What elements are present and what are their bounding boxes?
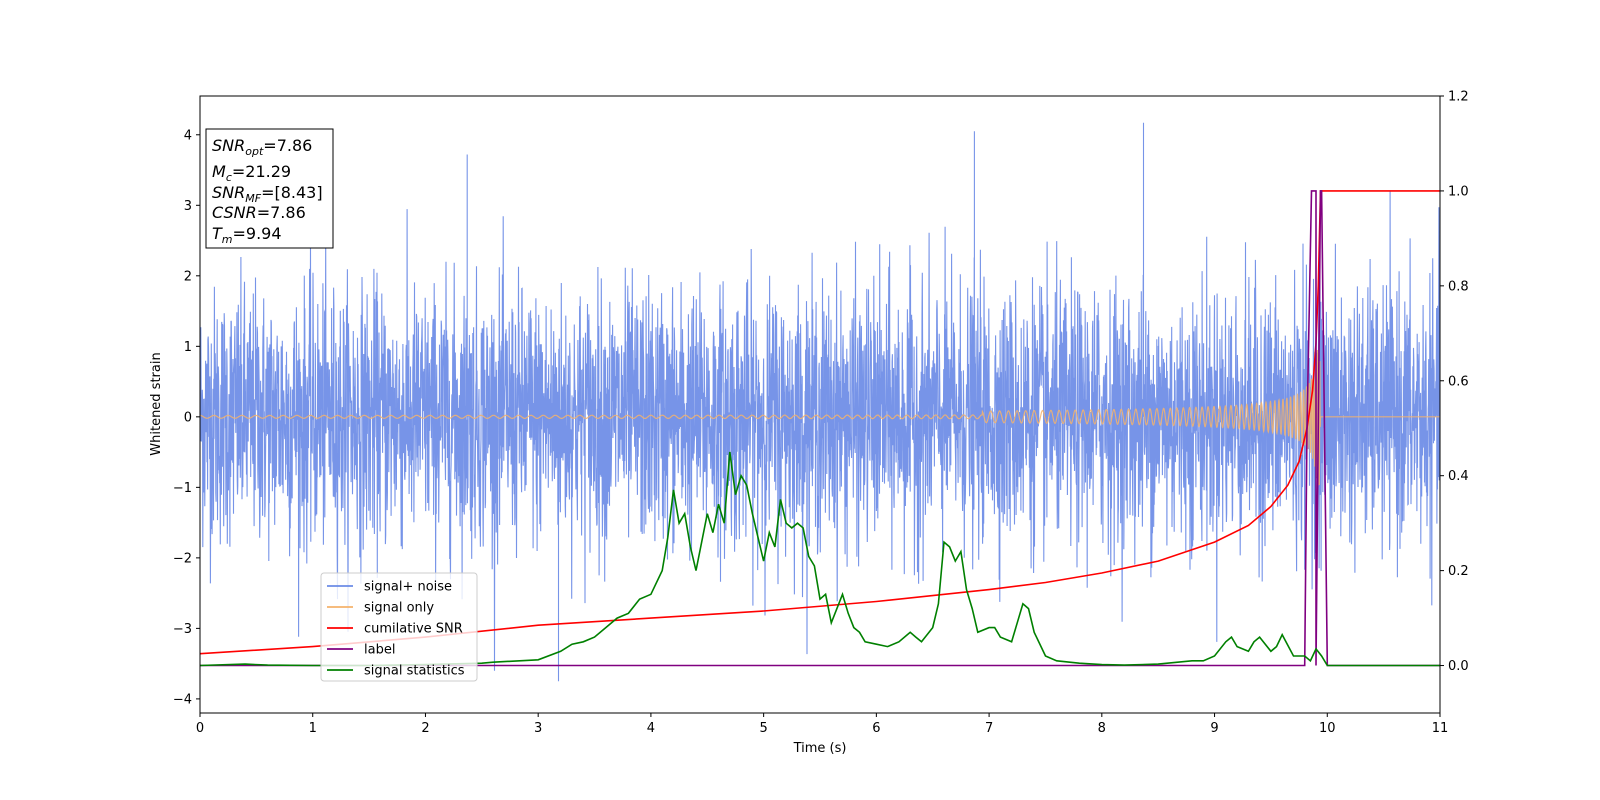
info-mc-sub: c xyxy=(226,171,232,184)
x-axis-label: Time (s) xyxy=(793,741,847,756)
y2-tick-label: 0.8 xyxy=(1448,279,1469,294)
info-csnr: CSNR=7.86 xyxy=(212,203,306,222)
info-snr-mf-base: SNR xyxy=(212,183,245,202)
y-tick-label: 0 xyxy=(184,410,192,425)
x-tick-label: 1 xyxy=(309,721,317,736)
signal-noise-line xyxy=(200,122,1440,682)
x-tick-label: 3 xyxy=(534,721,542,736)
info-tm-base: T xyxy=(212,224,223,243)
signal-only-series xyxy=(200,349,1440,487)
info-snr-opt-base: SNR xyxy=(212,136,245,155)
x-tick-label: 10 xyxy=(1319,721,1336,736)
info-snr-opt-value: =7.86 xyxy=(263,136,312,155)
info-mc-base: M xyxy=(212,162,226,181)
info-snr-opt-sub: opt xyxy=(245,145,264,158)
info-mc: Mc=21.29 xyxy=(212,162,291,184)
x-tick-label: 4 xyxy=(647,721,655,736)
x-tick-label: 11 xyxy=(1432,721,1449,736)
x-tick-label: 6 xyxy=(872,721,880,736)
y-tick-label: 1 xyxy=(184,340,192,355)
x-tick-label: 2 xyxy=(421,721,429,736)
y-tick-label: 2 xyxy=(184,269,192,284)
plot-frame xyxy=(199,95,1441,714)
y-axis-right: 0.0 0.2 0.4 0.6 0.8 1.0 1.2 xyxy=(1440,90,1469,674)
info-mc-value: =21.29 xyxy=(232,162,291,181)
y2-tick-label: 0.0 xyxy=(1448,659,1469,674)
info-snr-mf: SNRMF=[8.43] xyxy=(212,183,323,205)
legend-label: signal statistics xyxy=(364,664,465,679)
x-tick-label: 0 xyxy=(196,721,204,736)
legend-label: signal+ noise xyxy=(364,580,452,595)
signal-only-line xyxy=(200,349,1440,487)
info-snr-opt: SNRopt=7.86 xyxy=(212,136,312,158)
y-axis-label: Whitened strain xyxy=(149,352,164,455)
y-axis-left: −4 −3 −2 −1 0 1 2 3 4 xyxy=(173,128,200,707)
info-tm: Tm=9.94 xyxy=(212,224,282,246)
label-line xyxy=(200,190,1440,667)
legend-label: cumilative SNR xyxy=(364,622,463,637)
y-tick-label: −4 xyxy=(173,692,192,707)
y2-tick-label: 0.6 xyxy=(1448,374,1469,389)
y-tick-label: −2 xyxy=(173,551,192,566)
legend-label: label xyxy=(364,643,395,658)
info-snr-mf-value: =[8.43] xyxy=(261,183,323,202)
y2-tick-label: 0.4 xyxy=(1448,469,1469,484)
x-tick-label: 9 xyxy=(1210,721,1218,736)
signal-statistics-line xyxy=(200,451,1440,667)
y-tick-label: 3 xyxy=(184,199,192,214)
y2-tick-label: 1.2 xyxy=(1448,90,1469,105)
legend-frame xyxy=(320,572,478,682)
signal-noise-series xyxy=(200,122,1440,682)
info-snr-mf-sub: MF xyxy=(245,192,261,205)
info-tm-sub: m xyxy=(222,233,233,246)
right-axis-series xyxy=(200,190,1440,667)
legend: signal+ noise signal only cumilative SNR la… xyxy=(320,572,478,682)
y-tick-label: −3 xyxy=(173,622,192,637)
y2-tick-label: 1.0 xyxy=(1448,184,1469,199)
info-tm-value: =9.94 xyxy=(233,224,282,243)
legend-label: signal only xyxy=(364,601,434,616)
y2-tick-label: 0.2 xyxy=(1448,564,1469,579)
x-axis: 0 1 2 3 4 5 6 7 8 9 10 11 xyxy=(196,713,1448,736)
info-csnr-value: =7.86 xyxy=(257,203,306,222)
info-csnr-base: CSNR xyxy=(212,203,257,222)
y-tick-label: 4 xyxy=(184,128,192,143)
x-tick-label: 5 xyxy=(759,721,767,736)
y-tick-label: −1 xyxy=(173,481,192,496)
x-tick-label: 8 xyxy=(1098,721,1106,736)
cumulative-snr-line xyxy=(200,190,1440,655)
info-box: SNRopt=7.86 Mc=21.29 SNRMF=[8.43] CSNR=7… xyxy=(205,128,334,249)
info-box-frame xyxy=(205,128,334,249)
x-tick-label: 7 xyxy=(985,721,993,736)
